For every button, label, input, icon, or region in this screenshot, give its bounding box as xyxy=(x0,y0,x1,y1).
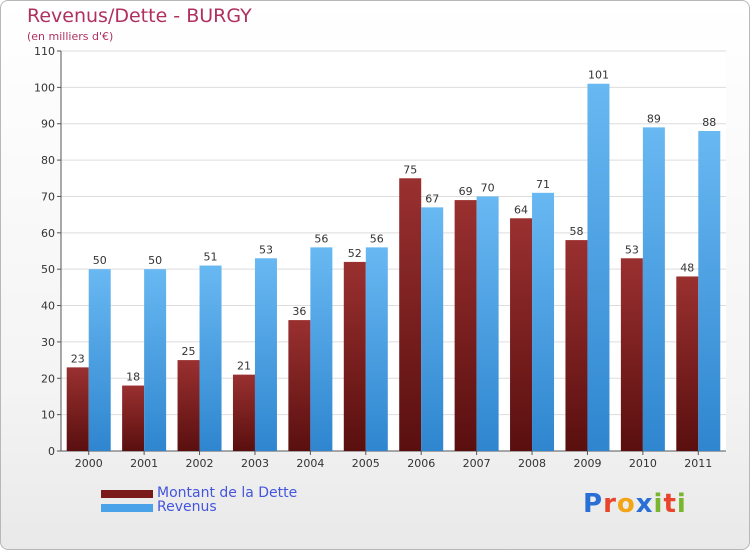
bar-revenus xyxy=(254,258,277,451)
bar-dette xyxy=(122,385,145,451)
logo-letter: o xyxy=(616,489,636,519)
data-label-revenus: 71 xyxy=(536,178,550,191)
logo-letter: i xyxy=(653,489,664,519)
data-label-revenus: 50 xyxy=(148,254,162,267)
data-label-revenus: 101 xyxy=(588,69,609,82)
bar-dette xyxy=(399,178,422,452)
data-label-revenus: 53 xyxy=(259,243,273,256)
data-label-revenus: 89 xyxy=(647,112,661,125)
data-label-dette: 64 xyxy=(514,203,528,216)
chart-subtitle: (en milliers d'€) xyxy=(27,30,114,43)
logo-letter: i xyxy=(676,489,687,519)
x-tick-label: 2000 xyxy=(75,457,103,470)
bar-revenus xyxy=(476,196,499,451)
logo-letter: r xyxy=(603,489,617,519)
data-label-dette: 18 xyxy=(126,371,140,384)
legend-swatch-dette xyxy=(101,490,153,498)
bar-revenus xyxy=(144,269,167,451)
bar-revenus xyxy=(532,192,555,451)
data-label-revenus: 70 xyxy=(481,181,495,194)
x-tick-label: 2001 xyxy=(130,457,158,470)
y-tick-label: 0 xyxy=(48,445,55,458)
data-label-revenus: 50 xyxy=(93,254,107,267)
y-tick-label: 100 xyxy=(34,81,55,94)
y-tick-label: 10 xyxy=(41,409,55,422)
x-tick-label: 2009 xyxy=(573,457,601,470)
bar-dette xyxy=(565,240,588,451)
logo-letter: t xyxy=(663,489,677,519)
data-label-dette: 23 xyxy=(71,352,85,365)
y-tick-label: 30 xyxy=(41,336,55,349)
data-label-dette: 52 xyxy=(348,247,362,260)
data-label-dette: 58 xyxy=(569,225,583,238)
y-tick-label: 20 xyxy=(41,372,55,385)
data-label-dette: 75 xyxy=(403,163,417,176)
plot-area xyxy=(61,51,726,451)
x-tick-label: 2002 xyxy=(186,457,214,470)
bar-dette xyxy=(66,367,89,451)
legend-swatch-revenus xyxy=(101,504,153,512)
bar-dette xyxy=(510,218,533,451)
data-label-dette: 21 xyxy=(237,360,251,373)
data-label-dette: 48 xyxy=(680,261,694,274)
proxiti-logo: Proxiti xyxy=(583,489,687,519)
bar-revenus xyxy=(310,247,333,451)
bar-dette xyxy=(177,360,200,451)
bar-revenus xyxy=(642,127,665,451)
data-label-revenus: 67 xyxy=(425,192,439,205)
x-tick-label: 2006 xyxy=(407,457,435,470)
data-label-dette: 53 xyxy=(625,243,639,256)
chart-title: Revenus/Dette - BURGY xyxy=(27,5,252,27)
x-tick-label: 2005 xyxy=(352,457,380,470)
y-tick-label: 40 xyxy=(41,300,55,313)
bar-revenus xyxy=(421,207,444,451)
bar-revenus xyxy=(365,247,388,451)
y-tick-label: 80 xyxy=(41,154,55,167)
data-label-revenus: 56 xyxy=(314,232,328,245)
x-tick-label: 2008 xyxy=(518,457,546,470)
y-tick-label: 90 xyxy=(41,118,55,131)
bar-revenus xyxy=(698,131,721,451)
x-tick-label: 2007 xyxy=(463,457,491,470)
bar-revenus xyxy=(88,269,111,451)
data-label-dette: 25 xyxy=(182,345,196,358)
data-label-dette: 69 xyxy=(459,185,473,198)
y-tick-label: 60 xyxy=(41,227,55,240)
x-tick-label: 2011 xyxy=(684,457,712,470)
data-label-revenus: 56 xyxy=(370,232,384,245)
data-label-revenus: 51 xyxy=(204,251,218,264)
bar-dette xyxy=(343,261,366,451)
bar-dette xyxy=(288,320,311,451)
data-label-revenus: 88 xyxy=(702,116,716,129)
bar-revenus xyxy=(587,83,610,452)
data-label-dette: 36 xyxy=(292,305,306,318)
logo-letter: P xyxy=(583,489,604,519)
legend-label-revenus: Revenus xyxy=(157,499,217,515)
x-tick-label: 2003 xyxy=(241,457,269,470)
bar-dette xyxy=(676,276,699,451)
legend-label-dette: Montant de la Dette xyxy=(157,485,298,501)
bar-dette xyxy=(620,258,643,451)
x-tick-label: 2010 xyxy=(629,457,657,470)
y-tick-label: 110 xyxy=(34,45,55,58)
bar-dette xyxy=(232,374,255,451)
y-tick-label: 50 xyxy=(41,263,55,276)
logo-letter: x xyxy=(635,489,654,519)
bar-dette xyxy=(454,200,477,451)
y-tick-label: 70 xyxy=(41,190,55,203)
x-tick-label: 2004 xyxy=(296,457,324,470)
bar-revenus xyxy=(199,265,222,451)
